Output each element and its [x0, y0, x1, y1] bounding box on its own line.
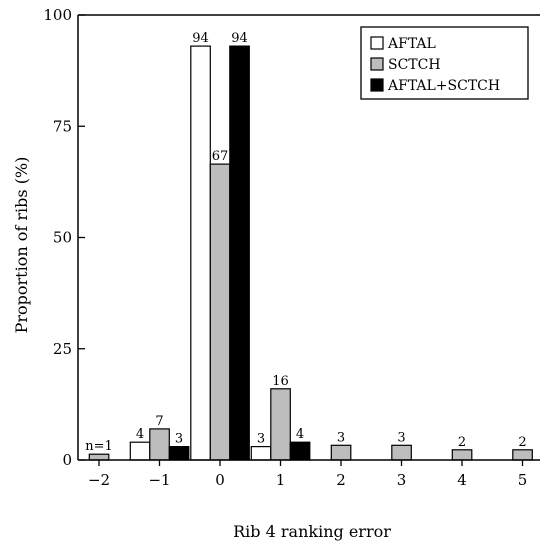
legend: AFTAL SCTCH AFTAL+SCTCH	[360, 26, 529, 100]
data-label-sctch-minus1: 7	[155, 414, 163, 429]
data-label-sctch-1: 16	[272, 374, 289, 389]
x-tick-label-3: 3	[397, 471, 407, 489]
x-tick-label-1: 1	[276, 471, 286, 489]
x-tick-label-4: 4	[457, 471, 467, 489]
bar-aftal-sctch-0	[229, 45, 250, 461]
y-tick-label-25: 25	[53, 340, 72, 358]
x-tick-label-5: 5	[518, 471, 528, 489]
legend-swatch-sctch	[370, 57, 384, 71]
x-tick-label-2: 2	[336, 471, 346, 489]
bar-sctch-4	[451, 449, 473, 461]
bar-aftal-1	[250, 446, 272, 461]
bar-sctch-2	[330, 444, 352, 461]
data-label-sctch-4: 2	[458, 435, 466, 450]
legend-swatch-aftal-sctch	[370, 78, 384, 92]
axes-layer: 0 25 50 75 100 −2 −1 0 1 2 3 4 5	[43, 6, 540, 489]
data-label-aftal-sctch-1: 4	[296, 427, 304, 442]
bar-aftal-0	[190, 45, 211, 461]
y-tick-label-75: 75	[53, 117, 72, 135]
bar-sctch-3	[391, 444, 412, 461]
data-label-aftal-sctch-0: 94	[231, 31, 248, 46]
legend-swatch-aftal	[370, 36, 384, 50]
data-label-sctch-3: 3	[397, 430, 405, 445]
data-label-sctch-minus2: n=1	[85, 439, 113, 454]
data-label-sctch-0: 67	[212, 149, 229, 164]
data-label-aftal-minus1: 4	[136, 427, 144, 442]
data-label-aftal-0: 94	[192, 31, 209, 46]
bar-sctch-5	[512, 449, 533, 461]
x-axis-label: Rib 4 ranking error	[233, 522, 391, 541]
bars-layer	[88, 45, 533, 461]
bar-aftal-sctch-1	[289, 441, 311, 461]
data-label-sctch-2: 3	[337, 430, 345, 445]
y-tick-label-100: 100	[43, 6, 72, 24]
x-tick-label-0: 0	[215, 471, 225, 489]
legend-label-sctch: SCTCH	[388, 57, 441, 73]
bar-aftal-sctch-minus1	[168, 446, 190, 461]
bar-sctch-minus1	[149, 428, 170, 461]
x-tick-label-minus1: −1	[148, 471, 170, 489]
data-label-aftal-sctch-minus1: 3	[175, 432, 183, 447]
bar-sctch-0	[209, 163, 231, 461]
y-tick-label-0: 0	[62, 451, 72, 469]
legend-label-aftal-sctch: AFTAL+SCTCH	[387, 78, 500, 94]
bar-sctch-1	[270, 388, 291, 461]
y-axis-label: Proportion of ribs (%)	[12, 157, 31, 334]
data-label-sctch-5: 2	[518, 435, 526, 450]
x-tick-label-minus2: −2	[88, 471, 110, 489]
legend-box	[360, 26, 529, 100]
bar-aftal-minus1	[129, 441, 151, 461]
legend-label-aftal: AFTAL	[387, 36, 436, 52]
y-tick-label-50: 50	[53, 229, 72, 247]
bar-sctch-minus2	[88, 453, 110, 461]
data-label-aftal-1: 3	[257, 432, 265, 447]
